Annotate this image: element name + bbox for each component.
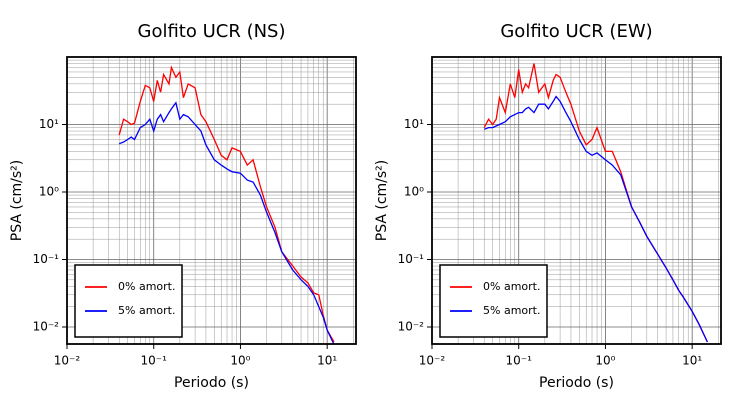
y-tick-label: 10⁰	[39, 185, 59, 199]
plot-frame	[66, 56, 357, 345]
y-tick-label: 10⁻¹	[33, 252, 60, 266]
series-line	[118, 65, 335, 343]
x-axis-label: Periodo (s)	[539, 375, 614, 391]
x-tick-label: 10⁻¹	[141, 354, 168, 368]
legend-box	[439, 264, 548, 338]
y-tick-label: 10⁰	[404, 185, 424, 199]
y-axis-label: PSA (cm/s²)	[374, 160, 390, 242]
x-tick-label: 10⁻¹	[506, 354, 533, 368]
x-tick-label: 10⁰	[230, 354, 250, 368]
plot-frame	[431, 56, 722, 345]
y-axis-label: PSA (cm/s²)	[9, 160, 25, 242]
x-tick-label: 10⁰	[595, 354, 615, 368]
legend-box	[74, 264, 183, 338]
x-tick-label: 10¹	[317, 354, 337, 368]
y-tick-label: 10⁻²	[398, 320, 425, 334]
y-tick-label: 10⁻²	[33, 320, 60, 334]
x-tick-label: 10⁻²	[54, 354, 81, 368]
x-tick-label: 10¹	[682, 354, 702, 368]
legend-label: 5% amort.	[483, 304, 540, 317]
x-tick-label: 10⁻²	[419, 354, 446, 368]
series-line	[483, 95, 708, 343]
legend-label: 0% amort.	[483, 280, 540, 293]
x-axis-label: Periodo (s)	[174, 375, 249, 391]
y-tick-label: 10¹	[39, 117, 59, 131]
legend-label: 5% amort.	[118, 304, 175, 317]
y-tick-label: 10⁻¹	[398, 252, 425, 266]
legend-label: 0% amort.	[118, 280, 175, 293]
series-line	[118, 101, 335, 345]
chart-title: Golfito UCR (EW)	[500, 21, 652, 42]
chart-title: Golfito UCR (NS)	[138, 21, 286, 42]
y-tick-label: 10¹	[404, 117, 424, 131]
